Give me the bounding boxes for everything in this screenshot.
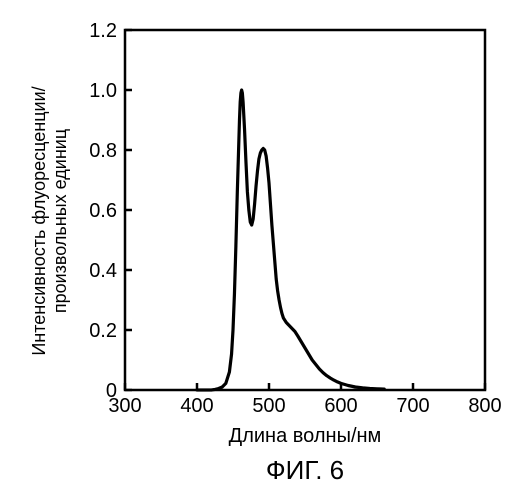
spectrum-line: [197, 90, 384, 390]
y-axis-label-line1: Интенсивность флуоресценции/: [29, 41, 50, 401]
x-tick-label: 500: [252, 395, 285, 417]
x-axis-label: Длина волны/нм: [125, 425, 485, 448]
y-axis-label-line2: произвольных единиц: [50, 41, 71, 401]
figure-root: 30040050060070080000.20.40.60.81.01.2 Ин…: [0, 0, 531, 500]
y-tick-label: 0.2: [89, 320, 117, 342]
x-tick-label: 700: [396, 395, 429, 417]
y-tick-label: 1.2: [89, 20, 117, 42]
plot-frame: [125, 30, 485, 390]
y-axis-label: Интенсивность флуоресценции/ произвольны…: [29, 41, 71, 401]
y-tick-label: 0.8: [89, 140, 117, 162]
y-tick-label: 1.0: [89, 80, 117, 102]
x-tick-label: 600: [324, 395, 357, 417]
x-tick-label: 800: [468, 395, 501, 417]
x-tick-label: 400: [180, 395, 213, 417]
y-tick-label: 0.4: [89, 260, 117, 282]
y-tick-label: 0.6: [89, 200, 117, 222]
y-tick-label: 0: [106, 380, 117, 402]
figure-caption: ФИГ. 6: [125, 455, 485, 486]
